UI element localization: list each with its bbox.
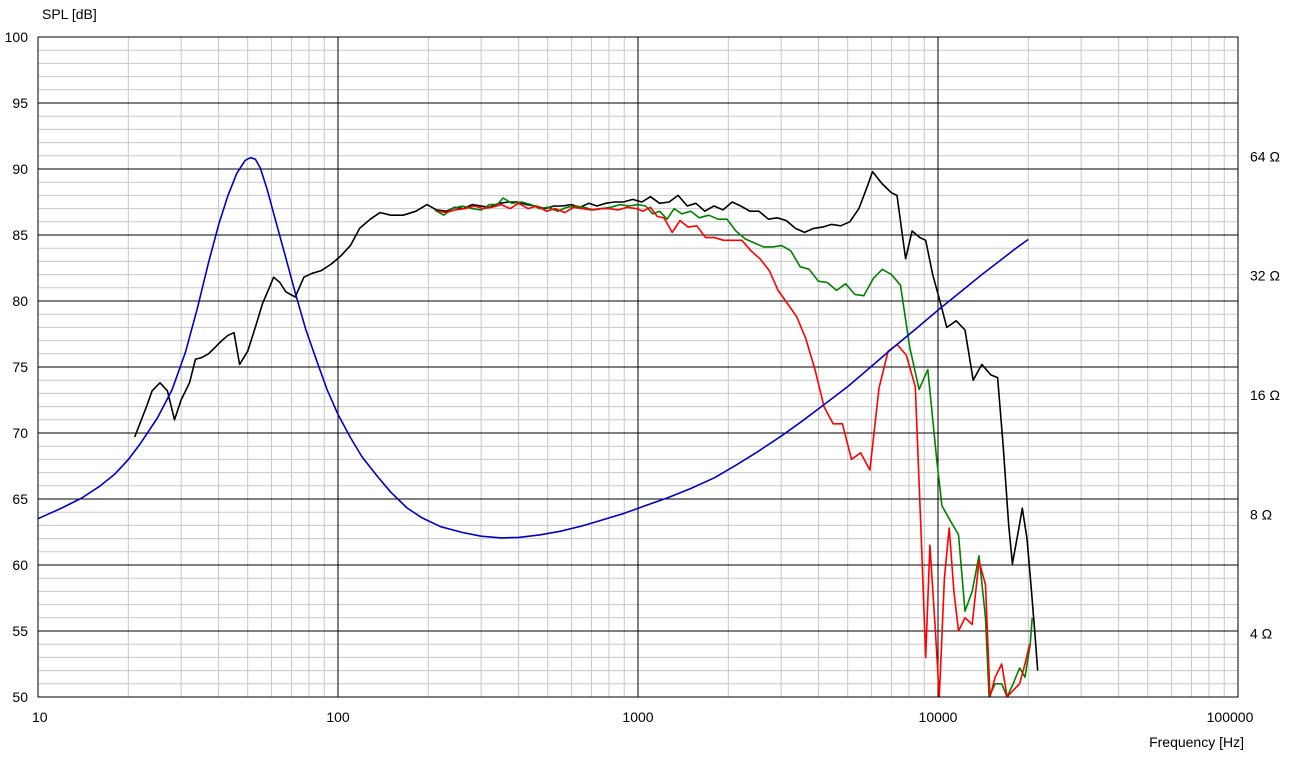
y2-tick-label: 16 Ω (1250, 387, 1280, 403)
y2-tick-label: 32 Ω (1250, 268, 1280, 284)
y2-tick-labels: 4 Ω 8 Ω 16 Ω 32 Ω 64 Ω (1250, 148, 1280, 641)
plot-frame (37, 36, 1239, 698)
y-axis-title: SPL [dB] (42, 6, 97, 22)
y-tick-label: 90 (12, 161, 28, 177)
y-tick-label: 85 (12, 227, 28, 243)
grid (37, 36, 1239, 698)
y2-tick-label: 8 Ω (1250, 506, 1272, 522)
y2-tick-label: 4 Ω (1250, 626, 1272, 642)
y-tick-label: 70 (12, 425, 28, 441)
y-tick-label: 80 (12, 293, 28, 309)
x-tick-label: 10000 (919, 709, 958, 725)
y-tick-label: 95 (12, 95, 28, 111)
series-group (38, 156, 1039, 697)
x-tick-label: 100 (326, 709, 350, 725)
y-tick-label: 60 (12, 557, 28, 573)
y-tick-label: 50 (12, 689, 28, 705)
y-tick-label: 100 (5, 29, 29, 45)
x-tick-label: 1000 (622, 709, 653, 725)
x-axis-title: Frequency [Hz] (1149, 734, 1244, 750)
x-tick-label: 100000 (1207, 709, 1254, 725)
y-tick-label: 65 (12, 491, 28, 507)
y-tick-label: 75 (12, 359, 28, 375)
x-tick-labels: 10 100 1000 10000 100000 (32, 709, 1254, 725)
series-line-1 (133, 170, 1039, 671)
series-line-3 (437, 202, 1031, 697)
y2-tick-label: 64 Ω (1250, 148, 1280, 164)
series-line-4 (38, 156, 1029, 539)
x-tick-label: 10 (32, 709, 48, 725)
y-tick-labels: 50 55 60 65 70 75 80 85 90 95 100 (5, 29, 29, 705)
y-tick-label: 55 (12, 623, 28, 639)
